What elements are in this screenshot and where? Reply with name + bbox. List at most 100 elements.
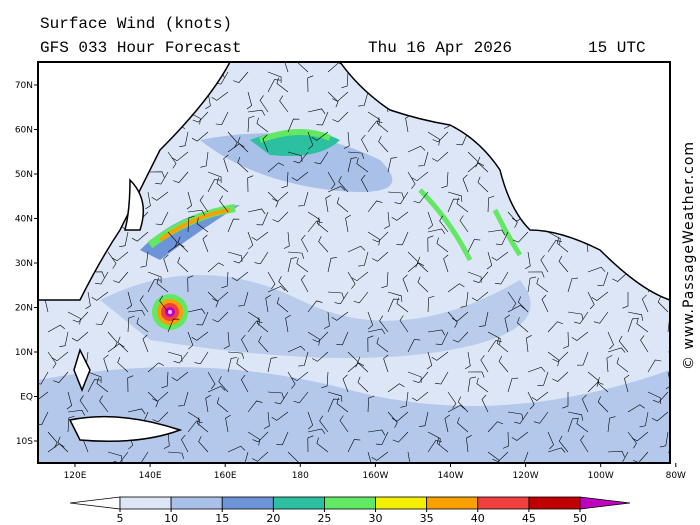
wind-barb (263, 411, 270, 429)
wind-barb (547, 240, 562, 253)
wind-barb (127, 315, 135, 333)
wind-barb (107, 331, 118, 348)
wind-barb (347, 245, 366, 253)
wind-barb (447, 404, 466, 413)
wind-barb (400, 391, 409, 408)
wind-barb (562, 392, 569, 409)
wind-barb (298, 351, 309, 367)
wind-barb (142, 334, 149, 353)
wind-barb (434, 371, 449, 385)
wind-barb (327, 391, 343, 402)
wind-barb (367, 311, 374, 330)
wind-barb (293, 151, 309, 164)
wind-barb (347, 362, 365, 373)
wind-barb (332, 91, 349, 102)
wind-barb (167, 231, 178, 248)
wind-barb (367, 451, 372, 463)
wind-barb (432, 151, 449, 162)
wind-barb (357, 356, 369, 373)
wind-barb (507, 377, 519, 393)
wind-barb (278, 276, 289, 293)
wind-barb (196, 217, 209, 233)
wind-barb (387, 411, 398, 428)
colorbar-segment (119, 496, 172, 510)
wind-barb (238, 291, 249, 307)
wind-barb (99, 395, 109, 413)
wind-barb (580, 435, 589, 453)
wind-barb (396, 231, 409, 246)
wind-barb (167, 318, 180, 333)
wind-barb (507, 411, 524, 421)
wind-barb (387, 191, 405, 199)
wind-barb (447, 198, 460, 213)
colorbar-segment (375, 496, 428, 510)
wind-barb (504, 314, 511, 333)
colorbar-segment (221, 496, 274, 510)
wind-barb (479, 311, 489, 327)
wind-barb (413, 191, 429, 204)
wind-barb (237, 136, 249, 153)
wind-barb (163, 431, 170, 449)
wind-barb (383, 354, 389, 373)
wind-barb (117, 336, 129, 353)
wind-barb (291, 371, 309, 382)
wind-barb (331, 311, 349, 321)
wind-barb (237, 156, 249, 173)
wind-barb (347, 151, 364, 159)
wind-barb (657, 296, 669, 313)
wind-barb (200, 151, 209, 168)
wind-barb (387, 157, 397, 173)
wind-barb (47, 324, 65, 333)
colorbar-low (69, 496, 121, 510)
wind-barb (476, 377, 489, 393)
wind-barb (252, 431, 269, 443)
wind-barb (247, 311, 261, 326)
wind-barb (487, 229, 506, 236)
wind-barb (367, 231, 381, 246)
wind-barb (378, 136, 389, 153)
wind-barb (367, 328, 386, 335)
wind-barb (616, 357, 629, 373)
wind-barb (287, 118, 300, 133)
wind-barb (127, 375, 134, 393)
wind-barb (67, 409, 86, 416)
wind-barb (367, 335, 374, 353)
colorbar-segment (324, 496, 376, 510)
wind-barb (451, 311, 469, 322)
wind-barb (171, 151, 189, 162)
wind-barb (464, 351, 471, 370)
wind-barb (198, 436, 209, 453)
wind-barb (372, 251, 389, 262)
wind-barb (444, 414, 451, 433)
wind-barb (267, 191, 279, 208)
wind-barb (383, 211, 390, 229)
wind-barb (247, 175, 254, 193)
wind-barb (487, 331, 501, 345)
wind-barb (227, 218, 240, 233)
wind-barb (336, 331, 349, 346)
wind-barb (187, 331, 194, 350)
wind-barb (256, 117, 269, 133)
wind-barb (457, 417, 469, 433)
wind-barb (300, 274, 309, 293)
date: Thu 16 Apr 2026 (368, 39, 512, 57)
wind-barb (147, 279, 161, 293)
wind-barb (216, 177, 229, 193)
wind-barb (466, 435, 472, 453)
lon-label: 160E (214, 471, 237, 481)
wind-barb (267, 162, 285, 173)
wind-barb (567, 418, 579, 433)
wind-barb (126, 291, 133, 310)
wind-barb (103, 354, 109, 373)
wind-barb (187, 209, 206, 216)
wind-barb (436, 437, 449, 453)
wind-barb (498, 355, 509, 373)
wind-barb (291, 171, 309, 181)
wind-barb (411, 391, 429, 402)
wind-barb (91, 291, 109, 301)
wind-barb (514, 411, 529, 424)
wind-barb (367, 429, 386, 436)
wind-barb (452, 331, 469, 343)
wind-barb (156, 277, 169, 293)
lat-label: EQ (20, 393, 33, 403)
